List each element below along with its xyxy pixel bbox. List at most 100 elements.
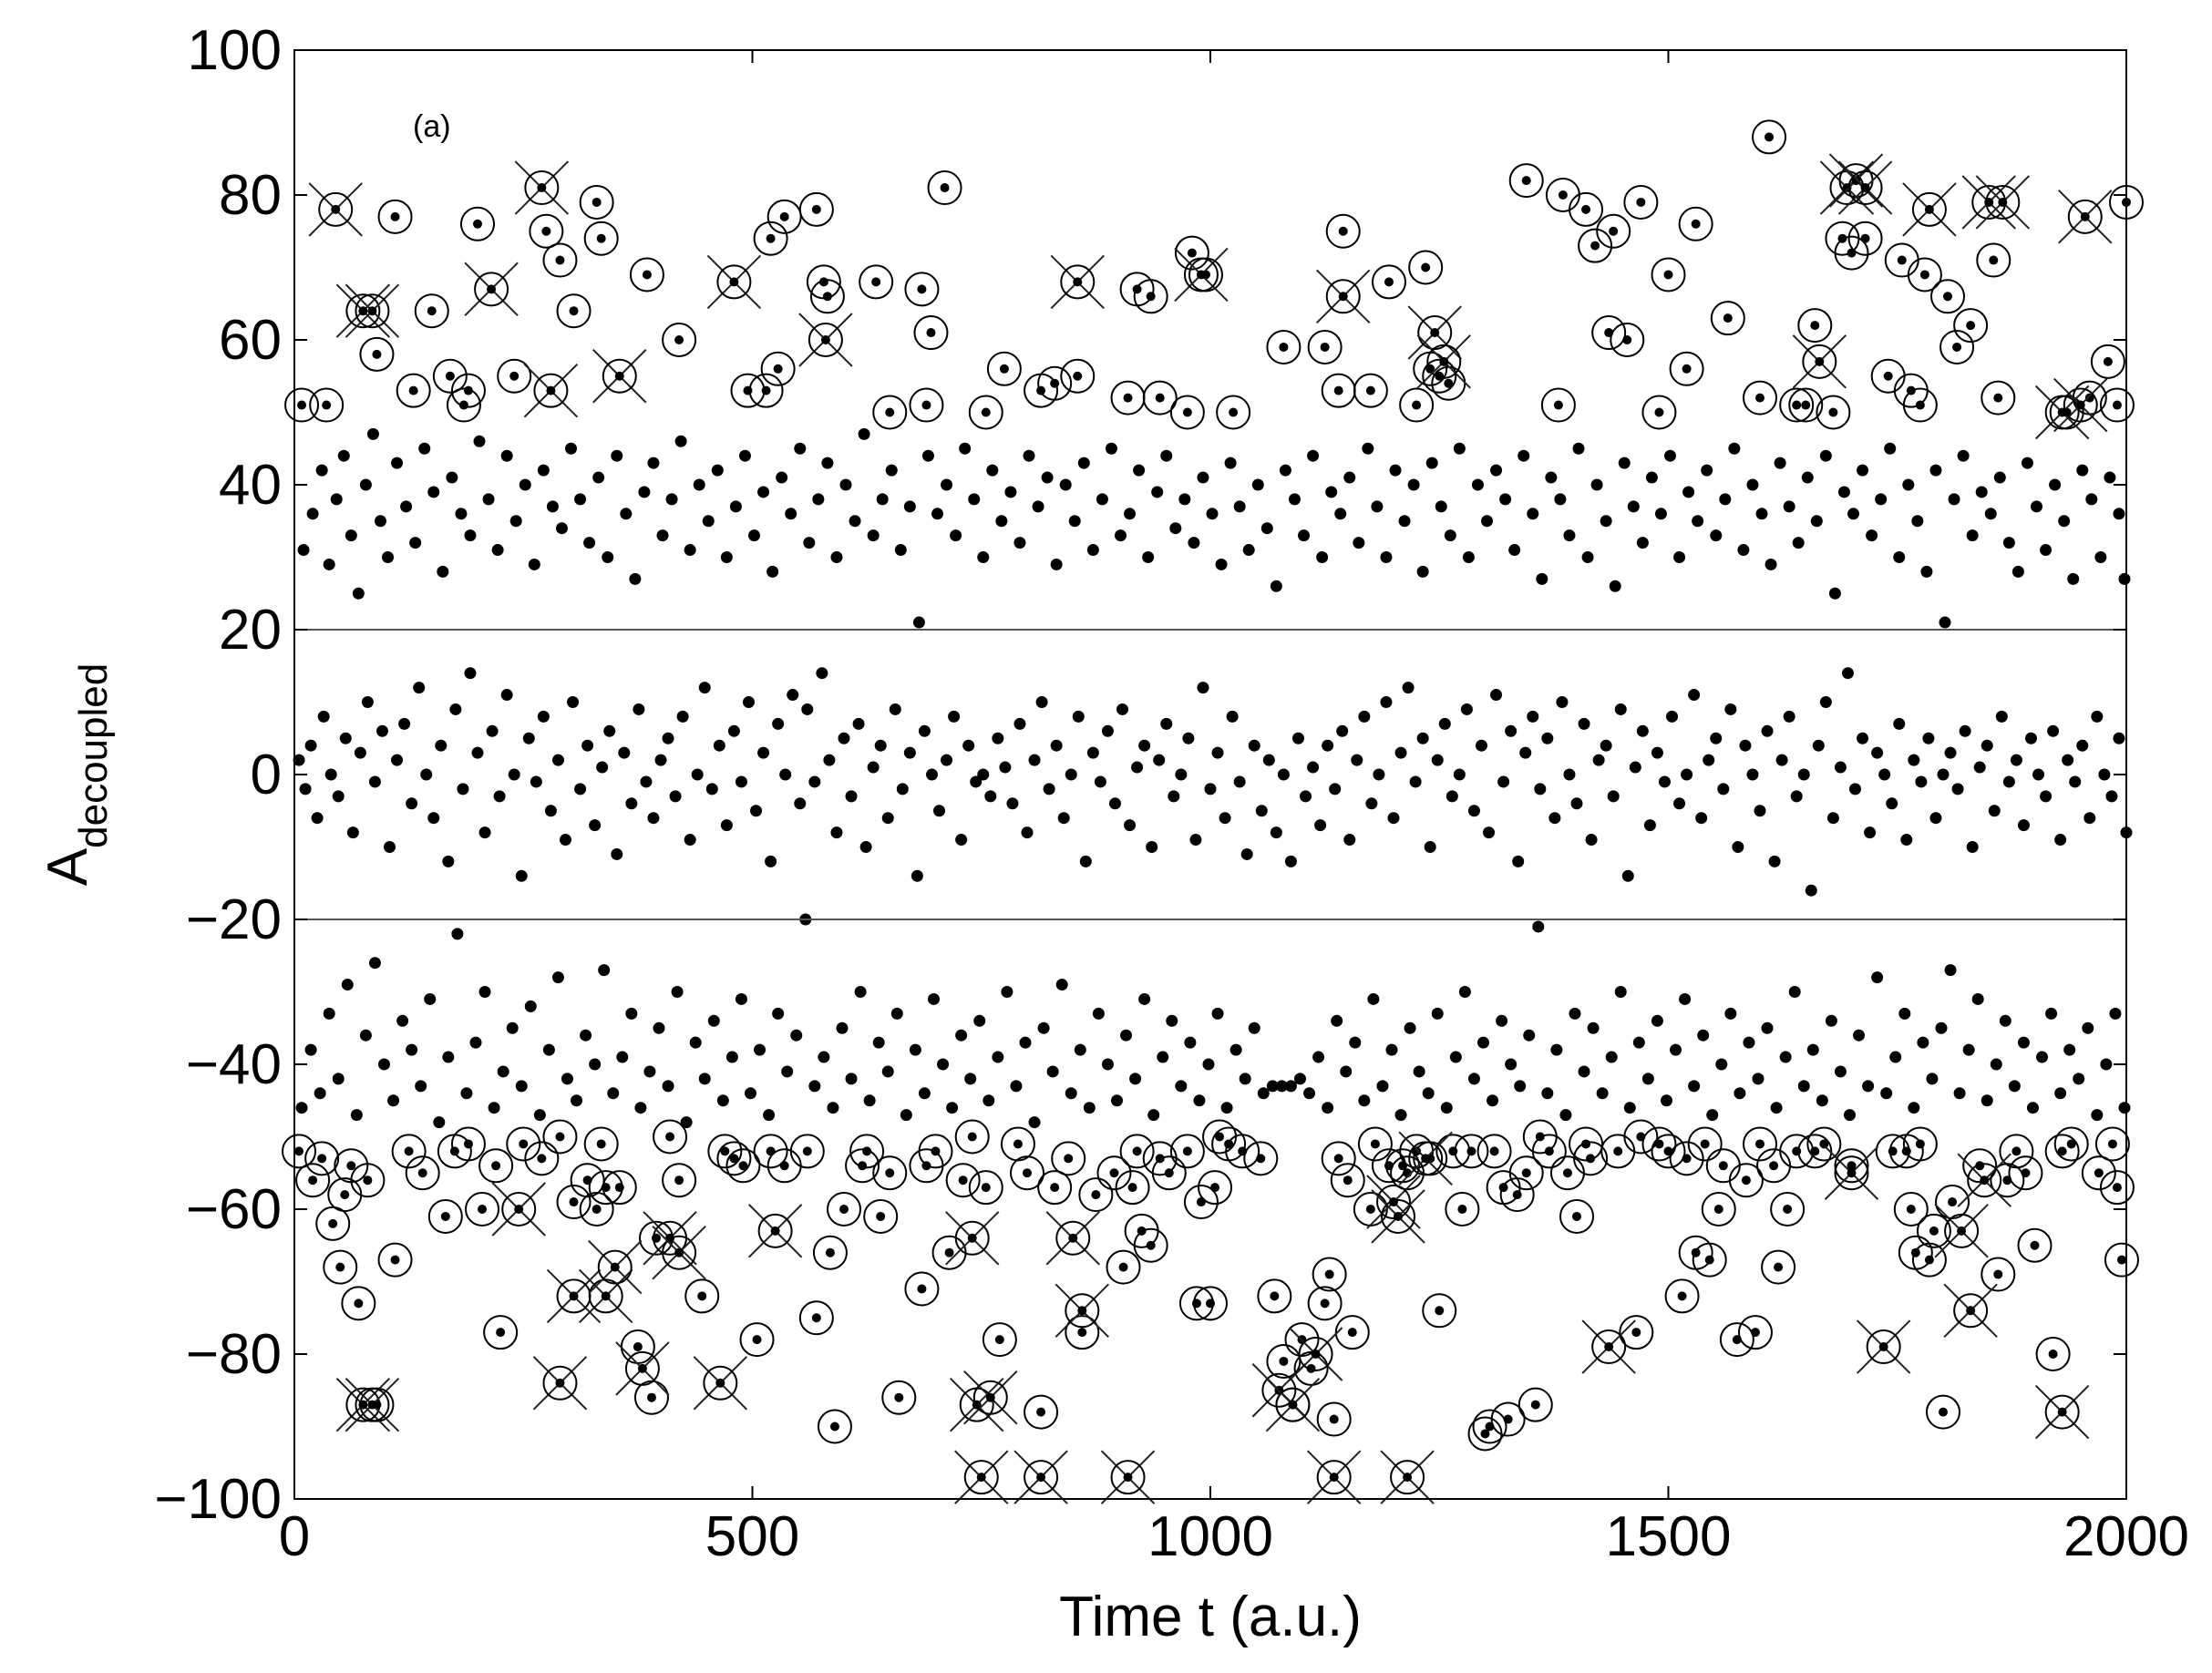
data-point xyxy=(1041,471,1054,484)
data-point xyxy=(1175,1080,1188,1093)
x-axis-ticks: 0 500 1000 1500 2000 xyxy=(279,50,2189,1568)
circle-marker xyxy=(1752,119,1787,155)
data-point xyxy=(735,775,747,788)
crossed-circle-marker xyxy=(1792,334,1847,389)
data-point xyxy=(1805,884,1817,897)
data-point xyxy=(1270,580,1282,592)
circle-marker xyxy=(506,1126,541,1162)
data-point xyxy=(1688,689,1701,702)
data-point xyxy=(1937,768,1950,781)
crossed-circle-marker xyxy=(1050,254,1105,310)
data-point xyxy=(889,703,901,715)
circle-marker xyxy=(2094,1126,2130,1162)
data-point xyxy=(1862,1080,1875,1093)
data-point xyxy=(1262,754,1275,766)
data-point xyxy=(1590,478,1603,491)
data-point xyxy=(748,529,761,542)
circle-marker xyxy=(954,1119,990,1155)
data-point xyxy=(1679,992,1692,1005)
data-point xyxy=(1160,449,1173,462)
data-point xyxy=(1394,746,1407,759)
data-point xyxy=(1086,544,1099,557)
data-point xyxy=(1138,739,1151,752)
data-point xyxy=(638,486,651,498)
crossed-circle-marker xyxy=(532,1356,588,1411)
y-tick-label: 60 xyxy=(219,309,282,372)
data-point xyxy=(611,847,623,860)
circle-marker xyxy=(1737,1315,1773,1350)
data-point xyxy=(2094,551,2107,563)
data-point xyxy=(959,442,972,455)
circle-marker xyxy=(1559,1198,1594,1234)
data-point xyxy=(1847,508,1860,520)
data-point xyxy=(992,732,1004,744)
data-point xyxy=(680,1116,693,1129)
data-point xyxy=(625,797,638,810)
data-point xyxy=(1028,1116,1041,1129)
crossed-circle-marker xyxy=(514,160,570,215)
data-point xyxy=(827,1102,839,1114)
data-point xyxy=(1422,1087,1435,1100)
data-point xyxy=(689,1036,702,1049)
data-point xyxy=(1288,493,1301,506)
crossed-circle-marker xyxy=(1306,1450,1362,1504)
data-point xyxy=(1211,746,1224,759)
data-point xyxy=(970,775,983,788)
data-point xyxy=(653,1021,665,1034)
data-point xyxy=(711,464,724,477)
data-point xyxy=(1775,754,1788,766)
data-point xyxy=(1490,464,1503,477)
circle-marker xyxy=(2081,1155,2116,1191)
data-point xyxy=(2118,572,2131,585)
data-point xyxy=(337,449,350,462)
data-point xyxy=(1746,478,1759,491)
circle-marker xyxy=(716,1141,752,1176)
data-point xyxy=(1703,754,1715,766)
data-point xyxy=(1559,1109,1572,1122)
data-point xyxy=(493,790,506,803)
data-point xyxy=(1314,819,1327,832)
circle-marker xyxy=(789,1134,825,1169)
circle-marker xyxy=(1531,1134,1567,1169)
data-point xyxy=(1585,834,1598,847)
data-point xyxy=(565,442,578,455)
data-point xyxy=(776,471,788,484)
data-point xyxy=(867,529,880,542)
data-point xyxy=(1623,1102,1636,1114)
data-point xyxy=(765,855,777,867)
data-point xyxy=(669,790,682,803)
data-point xyxy=(1527,508,1539,520)
circle-marker xyxy=(1051,1141,1086,1176)
circle-marker xyxy=(1669,351,1704,386)
data-point xyxy=(1915,775,1928,788)
data-point xyxy=(1124,508,1137,520)
data-point xyxy=(1660,1094,1672,1107)
data-point xyxy=(400,500,413,513)
data-point xyxy=(1353,537,1365,549)
data-point xyxy=(528,558,540,570)
circle-marker xyxy=(1408,250,1444,285)
data-point xyxy=(1893,717,1906,730)
circle-marker xyxy=(1060,358,1096,394)
data-point xyxy=(1609,580,1621,592)
circle-marker xyxy=(881,1380,917,1415)
data-point xyxy=(1358,710,1371,723)
data-point xyxy=(946,1102,959,1114)
data-point xyxy=(1541,1087,1554,1100)
data-point xyxy=(845,790,858,803)
data-point xyxy=(1797,1080,1810,1093)
data-point xyxy=(542,1043,555,1056)
data-point xyxy=(449,703,462,715)
crossed-circle-marker xyxy=(706,254,762,310)
crossed-circle-marker xyxy=(1045,1211,1100,1266)
data-point xyxy=(1019,1036,1032,1049)
data-point xyxy=(1202,1058,1215,1071)
data-point xyxy=(1902,478,1915,491)
circle-marker xyxy=(909,387,944,423)
data-point xyxy=(1215,558,1228,570)
data-point xyxy=(750,805,763,817)
data-point xyxy=(1825,1014,1837,1027)
data-point xyxy=(354,746,366,759)
data-point xyxy=(874,739,887,752)
circle-marker xyxy=(1225,1134,1260,1169)
